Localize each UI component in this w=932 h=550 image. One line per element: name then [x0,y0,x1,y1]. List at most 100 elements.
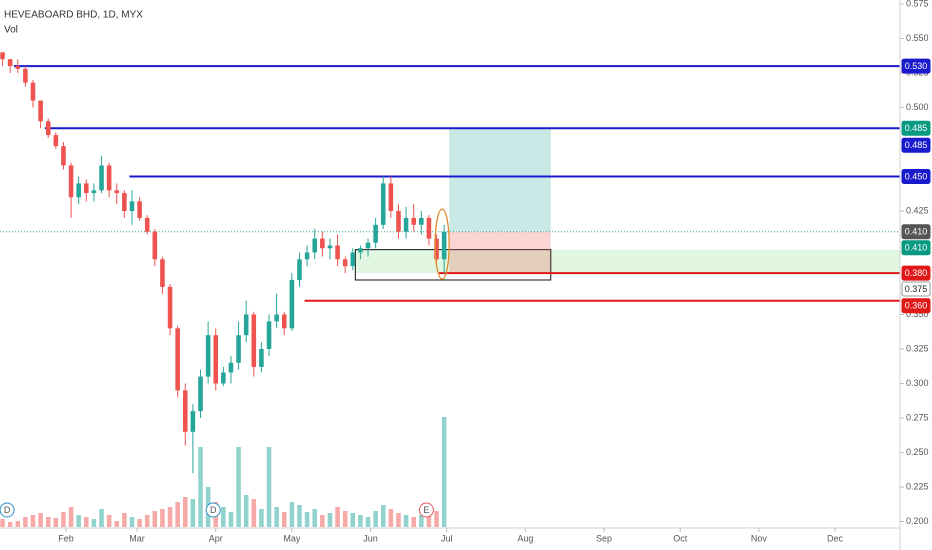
price-tag-label: 0.375 [905,284,928,294]
candle-body [213,335,219,384]
volume-bar [84,517,89,527]
y-tick-label: 0.325 [906,343,929,353]
volume-bar [7,522,13,527]
candle-body [274,314,279,322]
highlight-oval [434,208,450,280]
candle-body [160,259,165,287]
volume-bar [396,513,401,527]
candle-body [228,362,234,373]
volume-bar [198,447,203,527]
volume-bar [228,512,234,527]
candle-body [175,328,180,391]
candle-body [114,190,120,194]
candle-body [182,390,188,432]
candle-body [342,259,348,267]
volume-bar [441,417,447,527]
candle-body [259,349,264,367]
volume-bar [274,507,279,527]
volume-bar [335,507,340,527]
candle-body [144,217,150,232]
candle-body [198,376,203,412]
x-tick-label: Jul [441,533,453,543]
candle-body [61,146,66,166]
candle-body [53,135,59,147]
x-tick-label: Aug [517,533,533,543]
volume-bar [114,521,120,527]
price-tag-label: 0.530 [905,61,928,71]
price-tag-label: 0.380 [905,268,928,278]
volume-bar [365,517,371,527]
candle-body [91,190,97,194]
candle-body [15,66,21,69]
candle-body [236,335,241,363]
candle-body [30,82,36,101]
volume-bar [426,513,432,527]
y-tick-label: 0.425 [906,205,929,215]
x-tick-label: May [283,533,301,543]
candle-body [205,335,211,377]
candle-body [373,224,378,243]
volume-bar [91,519,97,527]
volume-bar [236,447,241,527]
candle-body [320,238,325,249]
candle-body [396,211,401,232]
event-label: E [423,505,429,515]
volume-bar [23,517,28,527]
axis-layer: 0.5750.5500.5250.5000.4250.3500.3250.300… [58,0,931,543]
candle-body [358,248,363,253]
candle-body [99,165,104,191]
volume-bar [53,518,59,527]
candle-body [403,217,409,232]
volume-bar [129,517,135,527]
candle-body [129,201,135,211]
volume-bar [152,511,158,527]
volume-bar [251,499,257,527]
candle-body [327,245,333,249]
y-tick-label: 0.200 [906,516,929,526]
y-tick-label: 0.300 [906,378,929,388]
x-tick-label: Apr [209,533,223,543]
candle-body [419,217,424,225]
candle-body [243,314,249,336]
candle-body [411,217,416,225]
volume-bar [221,507,226,527]
price-tag-label: 0.410 [905,243,928,253]
candle-body [434,238,439,260]
y-tick-label: 0.225 [906,481,929,491]
candle-body [106,165,112,191]
price-tag-label: 0.485 [905,123,928,133]
price-tag [901,58,931,74]
candle-body [7,59,13,67]
price-tag [901,224,931,240]
candle-body [281,314,287,329]
volume-bar [106,515,112,527]
candle-body [365,242,371,249]
volume-bar [45,517,51,527]
candle-body [190,411,196,432]
x-tick-label: Sep [596,533,612,543]
y-tick-label: 0.575 [906,0,929,8]
volume-bar [342,511,348,527]
candle-body [152,231,158,260]
volume-bar [76,515,81,527]
volume-bar [312,509,318,527]
zone-fill [355,249,900,274]
volume-bar [122,513,127,527]
y-tick-label: 0.550 [906,33,929,43]
x-tick-label: Dec [827,533,844,543]
candle-body [167,286,173,329]
candle-body [312,238,318,253]
x-tick-label: Mar [129,533,145,543]
price-tag [901,281,931,297]
event-marker [418,502,434,518]
x-tick-label: Oct [673,533,688,543]
volume-bar [61,512,66,527]
volume-bar [320,515,325,527]
y-tick-label: 0.275 [906,412,929,422]
volume-bar [297,505,302,527]
x-tick-label: Nov [751,533,768,543]
price-tag-label: 0.360 [905,301,928,311]
candle-body [335,245,340,260]
